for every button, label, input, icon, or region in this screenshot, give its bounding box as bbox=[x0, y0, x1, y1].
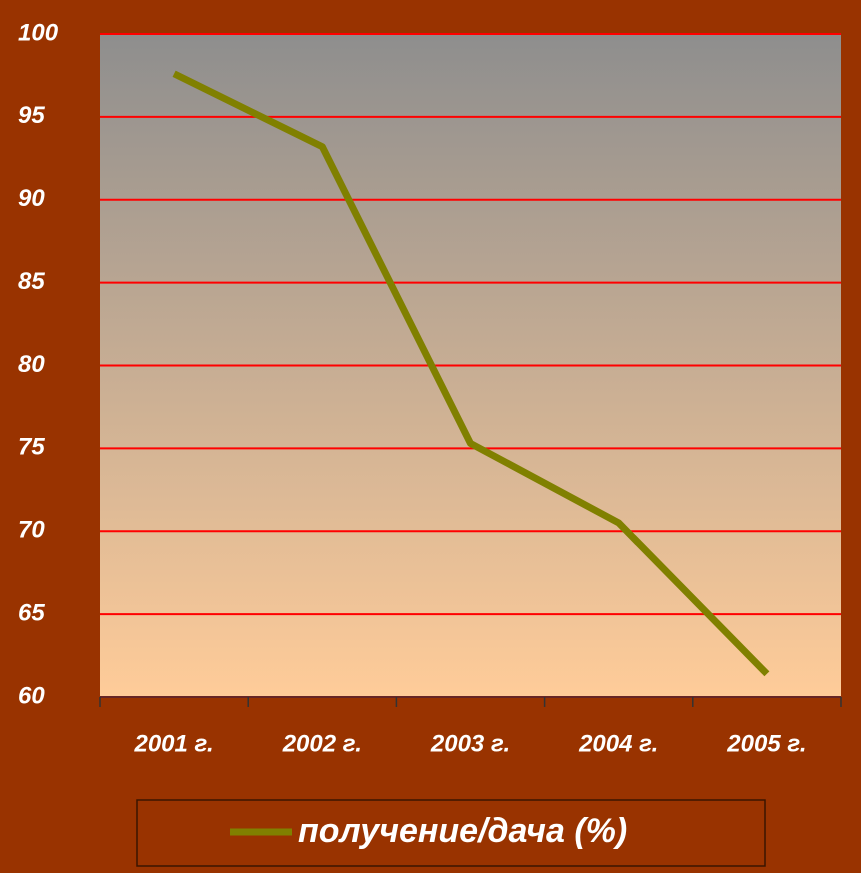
legend-label: получение/дача (%) bbox=[298, 812, 627, 850]
x-tick-label: 2001 г. bbox=[133, 730, 213, 757]
x-tick-label: 2005 г. bbox=[726, 730, 806, 757]
y-tick-label: 65 bbox=[18, 599, 45, 626]
y-tick-label: 100 bbox=[18, 19, 59, 46]
y-tick-label: 60 bbox=[18, 682, 45, 709]
legend-box bbox=[136, 799, 766, 867]
y-tick-label: 90 bbox=[18, 185, 45, 212]
x-tick-label: 2003 г. bbox=[430, 730, 510, 757]
x-tick-label: 2002 г. bbox=[282, 730, 362, 757]
x-tick-label: 2004 г. bbox=[578, 730, 658, 757]
line bbox=[172, 70, 770, 677]
y-tick-label: 80 bbox=[18, 351, 45, 378]
y-tick-label: 95 bbox=[18, 102, 45, 129]
y-tick-label: 85 bbox=[18, 268, 45, 295]
y-tick-label: 70 bbox=[18, 517, 45, 544]
y-tick-label: 75 bbox=[18, 434, 45, 461]
